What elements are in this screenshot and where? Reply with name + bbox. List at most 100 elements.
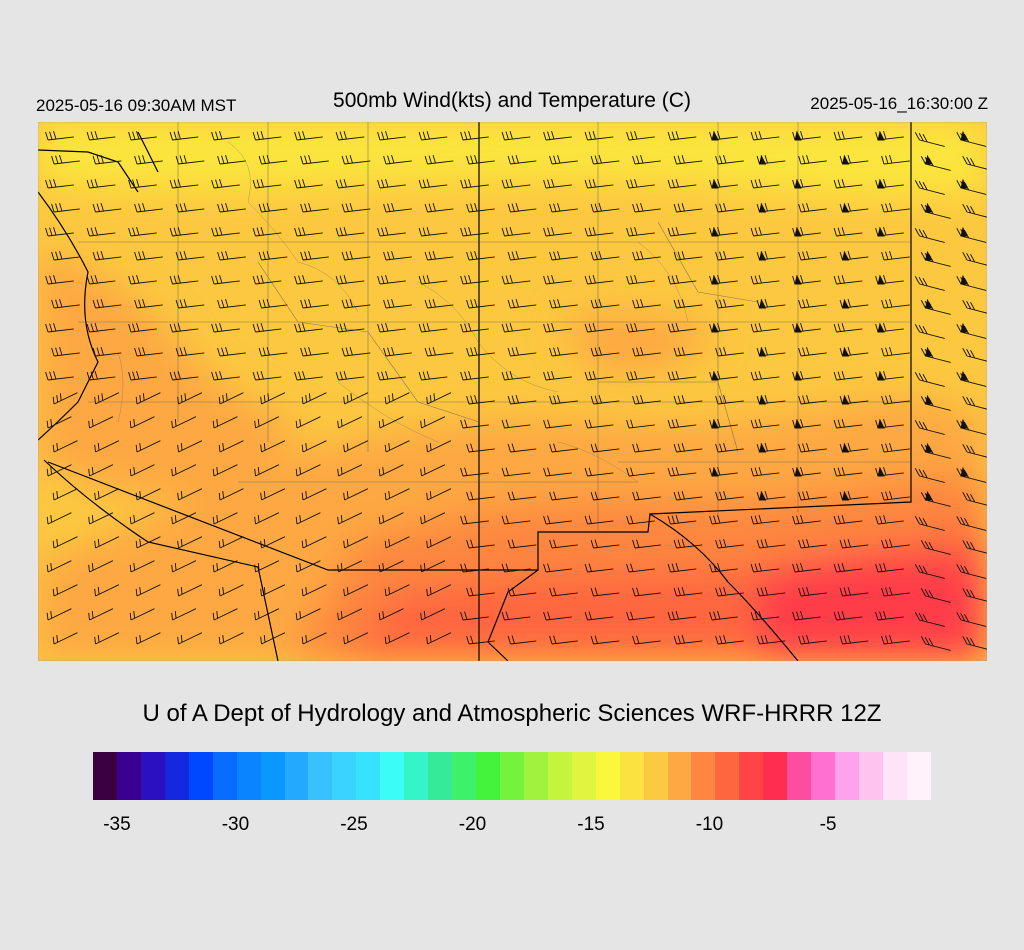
wind-barb <box>875 274 904 285</box>
wind-barb <box>549 250 578 261</box>
wind-barb <box>543 467 572 477</box>
wind-barb <box>258 346 288 357</box>
wind-barb <box>466 491 495 501</box>
wind-barb <box>833 418 863 429</box>
wind-barb <box>667 610 697 621</box>
wind-barb <box>667 466 697 477</box>
wind-barb <box>839 442 869 453</box>
wind-barb <box>792 226 821 237</box>
wind-barb <box>300 250 329 261</box>
wind-barb <box>715 538 744 549</box>
colorbar-swatch <box>428 752 453 800</box>
wind-barb <box>343 536 369 549</box>
wind-barb <box>798 154 827 165</box>
wind-barb <box>424 346 454 357</box>
wind-barb <box>260 440 286 453</box>
wind-barb <box>341 202 371 213</box>
wind-barb <box>300 154 329 165</box>
wind-barb <box>260 392 286 405</box>
wind-barb <box>920 298 951 315</box>
wind-barb <box>175 202 205 213</box>
colorbar-swatch <box>547 752 572 800</box>
wind-barb <box>420 416 446 429</box>
wind-barb <box>507 154 537 165</box>
wind-barb <box>94 536 120 549</box>
wind-barb <box>135 632 161 645</box>
wind-barb <box>507 443 537 453</box>
wind-barb <box>709 130 738 141</box>
wind-barb <box>590 635 620 645</box>
wind-barb <box>549 635 578 645</box>
wind-barb <box>956 466 987 483</box>
wind-barb <box>914 324 945 339</box>
wind-barb <box>343 632 369 645</box>
wind-barb <box>384 632 410 645</box>
wind-barb <box>171 512 197 525</box>
wind-barb <box>914 564 945 579</box>
colorbar-tick-label: -15 <box>577 814 605 835</box>
colorbar-swatch <box>356 752 381 800</box>
wind-barb <box>875 322 904 333</box>
wind-barb <box>420 560 446 573</box>
wind-barb <box>341 250 371 261</box>
wind-barb <box>212 464 238 477</box>
wind-barb <box>839 154 869 165</box>
wind-barb <box>839 634 869 645</box>
wind-barb <box>839 490 869 501</box>
wind-barb <box>252 370 282 381</box>
wind-barb <box>875 226 904 237</box>
colorbar-swatch <box>787 752 812 800</box>
credit-text: U of A Dept of Hydrology and Atmospheric… <box>142 700 882 727</box>
wind-barb <box>833 322 863 333</box>
wind-barb <box>134 298 163 309</box>
wind-barb <box>507 587 537 597</box>
wind-barb <box>501 419 531 429</box>
colorbar-swatch <box>212 752 237 800</box>
wind-barbs <box>45 130 987 651</box>
wind-barb <box>501 370 531 381</box>
wind-barb <box>881 250 910 261</box>
wind-barb <box>792 466 821 477</box>
wind-barb <box>426 584 452 597</box>
wind-barb <box>171 416 197 429</box>
colorbar-swatch <box>715 752 740 800</box>
wind-barb <box>94 392 120 405</box>
wind-barb <box>543 419 572 429</box>
wind-barb <box>218 632 244 645</box>
wind-barb <box>549 394 578 405</box>
wind-barb <box>584 611 614 621</box>
wind-barb <box>86 130 116 141</box>
wind-barb <box>211 322 240 333</box>
wind-barb <box>590 587 620 597</box>
wind-barb <box>756 442 786 453</box>
wind-barb <box>128 322 157 333</box>
wind-barb <box>956 226 987 243</box>
wind-barb <box>632 346 661 357</box>
wind-barb <box>875 562 904 573</box>
wind-barb <box>335 322 365 333</box>
colorbar-swatch <box>140 752 165 800</box>
wind-barb <box>378 560 404 573</box>
wind-barb <box>45 178 74 189</box>
wind-barb <box>177 584 203 597</box>
wind-barb <box>46 512 72 525</box>
wind-barb <box>584 370 614 381</box>
wind-barb <box>258 202 288 213</box>
wind-barb <box>632 250 661 261</box>
wind-barb <box>169 322 199 333</box>
wind-barb <box>426 440 452 453</box>
wind-barb <box>626 370 655 381</box>
county-lines <box>78 122 911 532</box>
wind-barb <box>337 560 363 573</box>
wind-barb <box>590 202 620 213</box>
wind-barb <box>549 491 578 501</box>
wind-barb <box>217 298 246 309</box>
wind-barb <box>962 348 987 362</box>
wind-barb <box>94 488 120 501</box>
wind-barb <box>501 515 531 525</box>
wind-barb <box>956 418 987 435</box>
wind-barb <box>920 442 951 459</box>
wind-barb <box>798 634 827 645</box>
wind-barb <box>460 563 489 573</box>
wind-barb <box>501 322 531 333</box>
